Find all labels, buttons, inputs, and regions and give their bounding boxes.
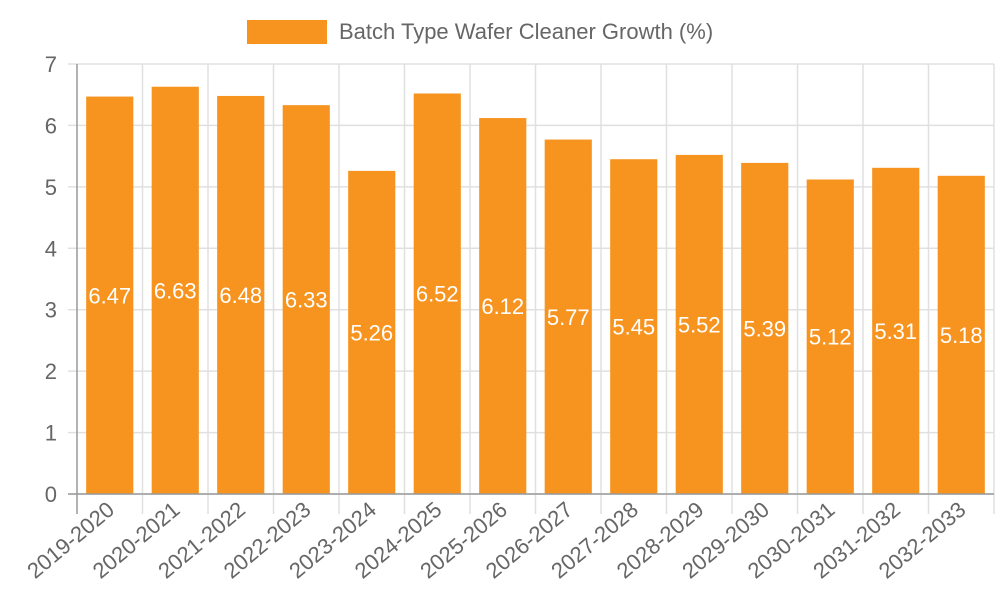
y-tick-label: 5 <box>45 175 57 200</box>
bars <box>86 86 985 495</box>
y-tick-label: 4 <box>45 236 57 261</box>
x-axis-ticks: 2019-20202020-20212021-20222022-20232023… <box>22 497 970 584</box>
bar[interactable] <box>544 139 592 495</box>
bar-value-label: 6.12 <box>481 294 524 319</box>
bar[interactable] <box>806 179 854 494</box>
bar[interactable] <box>348 170 396 494</box>
legend-label: Batch Type Wafer Cleaner Growth (%) <box>339 19 714 44</box>
bar[interactable] <box>610 159 658 494</box>
bar-value-labels: 6.47 6.63 6.48 6.33 5.26 6.52 6.12 5.77 5.45 5.52… <box>88 278 982 349</box>
axes <box>68 64 994 514</box>
bar-value-label: 5.77 <box>547 305 590 330</box>
chart-legend[interactable]: Batch Type Wafer Cleaner Growth (%) <box>247 18 713 46</box>
y-tick-label: 6 <box>45 113 57 138</box>
bar-value-label: 5.45 <box>612 315 655 340</box>
bar-value-label: 5.12 <box>809 325 852 350</box>
bar[interactable] <box>413 93 461 494</box>
bar[interactable] <box>282 105 330 495</box>
y-tick-label: 0 <box>45 482 57 507</box>
bar[interactable] <box>479 118 527 495</box>
y-axis-ticks: 0 1 2 3 4 5 6 7 <box>45 52 57 507</box>
legend-swatch <box>247 20 327 44</box>
bar-value-label: 6.63 <box>154 278 197 303</box>
y-tick-label: 7 <box>45 52 57 77</box>
y-tick-label: 1 <box>45 421 57 446</box>
bar-value-label: 5.31 <box>874 319 917 344</box>
bar[interactable] <box>86 96 134 495</box>
bar-value-label: 5.39 <box>743 316 786 341</box>
grid-lines <box>68 63 995 514</box>
bar-value-label: 6.48 <box>219 283 262 308</box>
bar-value-label: 5.18 <box>940 323 983 348</box>
bar[interactable] <box>151 86 199 494</box>
y-tick-label: 2 <box>45 359 57 384</box>
bar[interactable] <box>872 167 920 495</box>
bar[interactable] <box>217 95 265 494</box>
bar-value-label: 6.33 <box>285 288 328 313</box>
bar[interactable] <box>675 154 723 494</box>
bar[interactable] <box>937 175 985 495</box>
bar-value-label: 6.47 <box>88 283 131 308</box>
bar-value-label: 5.52 <box>678 312 721 337</box>
bar-value-label: 5.26 <box>350 320 393 345</box>
bar-value-label: 6.52 <box>416 282 459 307</box>
y-tick-label: 3 <box>45 298 57 323</box>
bar[interactable] <box>741 162 789 494</box>
